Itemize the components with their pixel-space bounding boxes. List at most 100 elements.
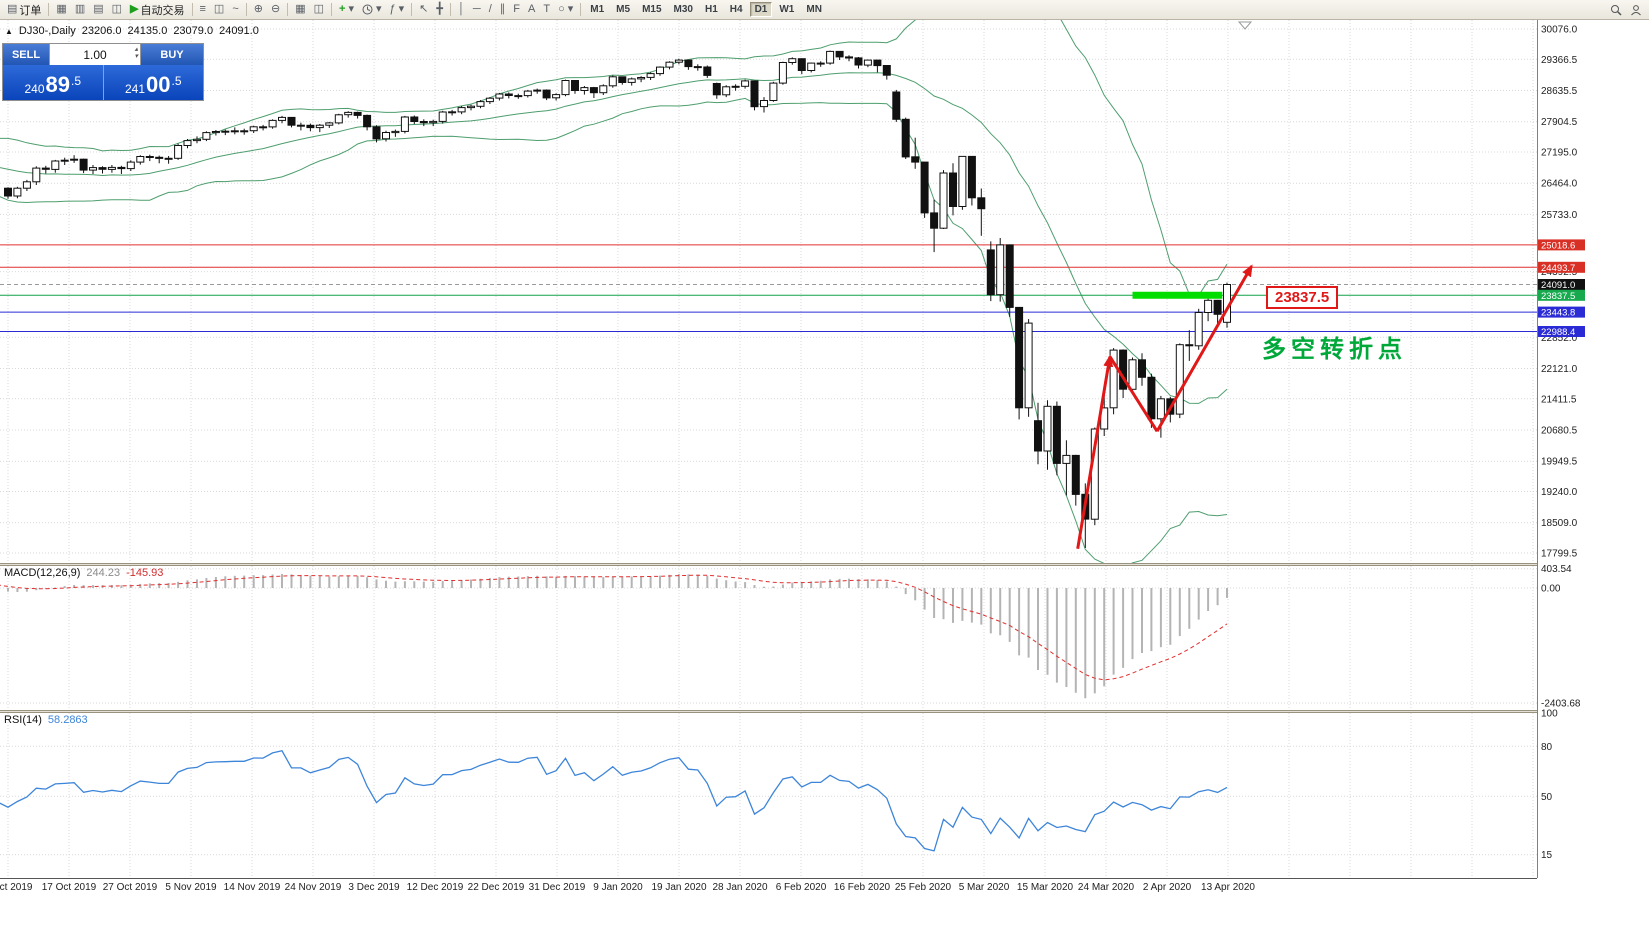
price-level-annotation[interactable]: 23837.5: [1266, 286, 1339, 309]
sell-button[interactable]: SELL: [3, 44, 49, 65]
terminal-button[interactable]: ◫: [108, 2, 126, 18]
timeframe-button-mn[interactable]: MN: [806, 4, 822, 15]
svg-text:-2403.68: -2403.68: [1541, 699, 1581, 710]
toolbar-separator: [450, 3, 452, 16]
symbol-period: DJ30-,Daily: [18, 25, 76, 37]
sell-price[interactable]: 240 89.5: [3, 65, 103, 100]
spin-up-icon[interactable]: ▴: [134, 46, 138, 53]
horizontal-line-tool-button[interactable]: ─: [469, 2, 485, 18]
rsi-panel[interactable]: [0, 750, 1228, 852]
svg-text:19 Jan 2020: 19 Jan 2020: [651, 882, 706, 893]
svg-text:50: 50: [1541, 792, 1553, 803]
price-badge: [1538, 239, 1585, 251]
data-window-button[interactable]: ▥: [71, 2, 89, 18]
auto-arrange-button[interactable]: ▦: [291, 2, 309, 18]
zoom-out-button[interactable]: ⊖: [267, 2, 284, 18]
macd-signal-value: -145.93: [126, 567, 164, 579]
label-tool-button[interactable]: T: [539, 2, 554, 18]
svg-text:12 Dec 2019: 12 Dec 2019: [407, 882, 464, 893]
chevron-down-icon: ▾: [375, 3, 382, 15]
svg-text:22988.4: 22988.4: [1541, 327, 1575, 338]
line-chart-button[interactable]: ~: [228, 2, 242, 18]
svg-text:24 Nov 2019: 24 Nov 2019: [285, 882, 342, 893]
timeframe-button-d1[interactable]: D1: [749, 2, 773, 17]
spin-down-icon[interactable]: ▾: [134, 53, 138, 60]
panel-splitter[interactable]: [0, 710, 1649, 713]
svg-text:23837.5: 23837.5: [1541, 291, 1575, 302]
timeframe-button-m15[interactable]: M15: [642, 4, 662, 15]
fibonacci-tool-button[interactable]: F: [509, 2, 524, 18]
svg-text:22852.0: 22852.0: [1541, 333, 1578, 344]
trendline-tool-button[interactable]: /: [485, 2, 496, 18]
turning-point-annotation[interactable]: 多空转折点: [1262, 336, 1407, 363]
timeframe-button-m1[interactable]: M1: [590, 4, 605, 15]
new-order-button[interactable]: ▤ 订单: [3, 2, 45, 18]
buy-button[interactable]: BUY: [141, 44, 203, 65]
svg-text:25018.6: 25018.6: [1541, 240, 1575, 251]
market-watch-button[interactable]: ▦: [52, 2, 70, 18]
svg-text:28635.5: 28635.5: [1541, 86, 1578, 97]
bollinger-upper-band: [0, 20, 1228, 296]
svg-text:15 Mar 2020: 15 Mar 2020: [1017, 882, 1074, 893]
main-price-panel[interactable]: [0, 20, 1537, 568]
ohlc-open: 23206.0: [81, 25, 122, 37]
svg-text:27195.0: 27195.0: [1541, 148, 1578, 159]
new-order-icon: ▤: [7, 3, 18, 15]
panel-splitter[interactable]: [0, 563, 1649, 566]
macd-panel[interactable]: [0, 574, 1228, 699]
autotrading-label: 自动交易: [140, 4, 185, 17]
assistant-button[interactable]: [1626, 2, 1646, 18]
price-badge: [1538, 279, 1585, 290]
shapes-tool-button[interactable]: ○ ▾: [554, 2, 577, 18]
timeframe-button-m30[interactable]: M30: [673, 4, 693, 15]
timeframe-button-h1[interactable]: H1: [704, 4, 718, 15]
navigator-button[interactable]: ▤: [89, 2, 107, 18]
svg-text:25733.0: 25733.0: [1541, 210, 1578, 221]
ohlc-low: 23079.0: [173, 25, 214, 37]
volume-spinner[interactable]: 1.00 ▴ ▾: [49, 44, 141, 65]
svg-text:14 Nov 2019: 14 Nov 2019: [224, 882, 281, 893]
svg-text:21411.5: 21411.5: [1541, 394, 1577, 405]
candlestick-chart-button[interactable]: ◫: [210, 2, 228, 18]
time-axis[interactable]: 8 Oct 2019 17 Oct 2019 27 Oct 2019 5 Nov 20…: [0, 882, 1255, 893]
navigator-icon: ▤: [93, 3, 104, 15]
channel-icon: ∥: [499, 3, 506, 15]
timeframe-button-w1[interactable]: W1: [779, 4, 795, 15]
cursor-button[interactable]: ↖: [415, 2, 432, 18]
svg-text:100: 100: [1541, 709, 1558, 720]
toolbar-separator: [48, 3, 50, 16]
trend-arrow[interactable]: [1076, 354, 1114, 549]
svg-text:23443.8: 23443.8: [1541, 308, 1575, 319]
svg-text:3 Dec 2019: 3 Dec 2019: [348, 882, 400, 893]
macd-title: MACD(12,26,9): [4, 567, 81, 579]
timeframe-button-h4[interactable]: H4: [729, 4, 743, 15]
vertical-line-tool-button[interactable]: │: [454, 2, 469, 18]
price-chart-canvas[interactable]: 30076.0 29366.5 28635.5 27904.5 27195.0 26464…: [0, 20, 1649, 896]
trend-arrow[interactable]: [1108, 355, 1159, 433]
timeframe-button-m5[interactable]: M5: [616, 4, 631, 15]
buy-price[interactable]: 241 00.5: [102, 65, 203, 100]
chevron-down-icon: ▾: [348, 3, 354, 15]
svg-text:15: 15: [1541, 850, 1553, 861]
periods-button[interactable]: ▾: [358, 2, 386, 18]
tile-windows-button[interactable]: ◫: [310, 2, 328, 18]
search-button[interactable]: [1606, 2, 1626, 18]
zoom-in-icon: ⊕: [253, 3, 263, 15]
clock-icon: [362, 4, 373, 15]
price-axis[interactable]: 30076.0 29366.5 28635.5 27904.5 27195.0 26464…: [1538, 25, 1585, 862]
text-tool-button[interactable]: A: [524, 2, 539, 18]
trend-arrow[interactable]: [1155, 264, 1253, 433]
svg-text:27 Oct 2019: 27 Oct 2019: [103, 882, 158, 893]
zoom-in-button[interactable]: ⊕: [250, 2, 267, 18]
indicators-button[interactable]: ƒ ▾: [386, 2, 409, 18]
svg-text:25 Feb 2020: 25 Feb 2020: [895, 882, 952, 893]
one-click-toggle-icon[interactable]: ▲: [5, 26, 13, 36]
autotrading-button[interactable]: ▶ 自动交易: [126, 2, 188, 18]
bar-chart-button[interactable]: ≡: [196, 2, 210, 18]
crosshair-button[interactable]: ╋: [432, 2, 447, 18]
data-window-icon: ▥: [74, 3, 86, 15]
new-chart-button[interactable]: + ▾: [335, 2, 358, 18]
chart-shift-marker[interactable]: [1237, 21, 1253, 30]
channel-tool-button[interactable]: ∥: [496, 2, 510, 18]
chevron-down-icon: ▾: [567, 3, 574, 15]
